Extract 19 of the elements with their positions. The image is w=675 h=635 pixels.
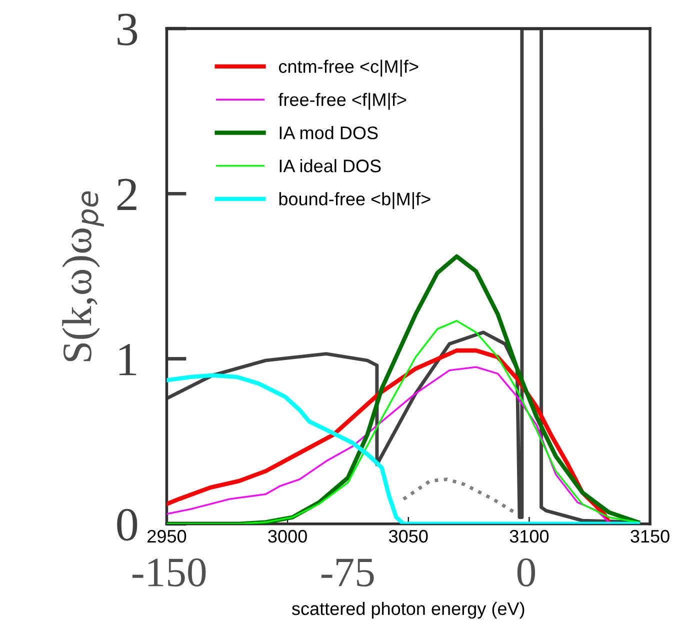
legend-label: bound-free <b|M|f>	[279, 192, 430, 210]
y-axis-title: S(k,ω)ω$_{pe}$	[62, 191, 104, 362]
x-tick-label: 2950	[148, 530, 186, 543]
y-tick-label: 2	[117, 178, 136, 210]
y-tick-label: 3	[118, 14, 138, 46]
legend-label: IA ideal DOS	[280, 159, 381, 172]
y-tick-label: 0	[117, 508, 138, 541]
x-tick-label: 3150	[630, 530, 670, 543]
legend-label: cntm-free <c|M|f>	[278, 60, 418, 77]
x-axis-title: scattered photon energy (eV)	[292, 602, 524, 619]
x2-tick-label: 0	[517, 558, 536, 587]
x-tick-label: 3100	[510, 530, 549, 543]
y-tick-label: 1	[119, 344, 136, 376]
legend-label: free-free <f|M|f>	[278, 92, 406, 110]
legend-label: IA mod DOS	[280, 126, 378, 140]
x-tick-label: 3000	[268, 530, 307, 543]
x2-tick-label: -150	[132, 558, 206, 587]
x2-tick-label: -75	[321, 558, 374, 587]
x-tick-label: 3050	[388, 530, 428, 543]
